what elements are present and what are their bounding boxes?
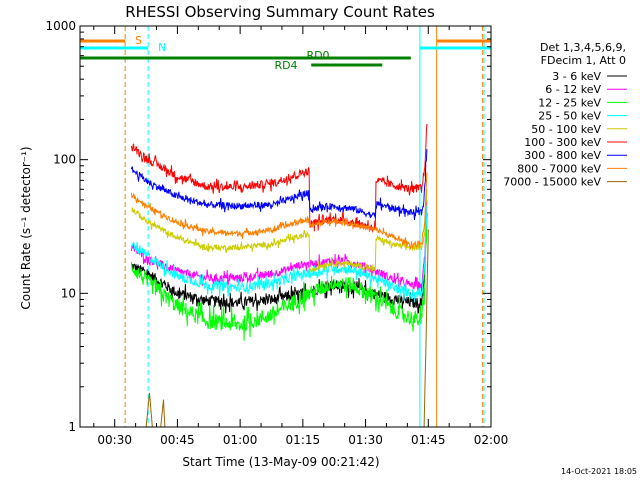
series-line: [131, 212, 428, 315]
flag-label: RD4: [274, 59, 297, 72]
x-tick-label: 01:00: [223, 433, 258, 447]
legend-header-line-2: FDecim 1, Att 0: [541, 54, 626, 67]
y-tick-label: 1000: [45, 19, 76, 33]
y-tick-label: 1: [68, 420, 76, 434]
x-tick-label: 00:30: [97, 433, 132, 447]
y-axis-label: Count Rate (s⁻¹ detector⁻¹): [19, 146, 33, 309]
footer-timestamp: 14-Oct-2021 18:05: [561, 467, 637, 476]
y-tick-label: 100: [53, 153, 76, 167]
plot-frame: [79, 25, 492, 428]
legend: Det 1,3,4,5,6,9, FDecim 1, Att 0 3 - 6 k…: [503, 41, 627, 189]
series-line: [130, 149, 428, 221]
x-axis-label: Start Time (13-May-09 00:21:42): [182, 455, 379, 469]
legend-label: 6 - 12 keV: [545, 83, 601, 96]
x-tick-label: 01:15: [286, 433, 321, 447]
y-tick-label: 10: [61, 286, 76, 300]
series-line: [130, 172, 428, 250]
legend-label: 12 - 25 keV: [538, 96, 601, 109]
series-lines: [130, 123, 429, 428]
series-line: [130, 123, 428, 233]
axes: 1 10 100 1000 00:30 00:45 01:00 01:15 01:30 01:45…: [45, 19, 508, 447]
legend-label: 25 - 50 keV: [538, 110, 601, 123]
vertical-markers: [124, 26, 485, 427]
series-line: [145, 229, 429, 428]
observing-flags: S N RD0 RD4: [80, 34, 491, 72]
legend-label: 7000 - 15000 keV: [503, 176, 601, 189]
series-line: [130, 205, 428, 303]
legend-label: 800 - 7000 keV: [517, 162, 601, 175]
legend-header-line-1: Det 1,3,4,5,6,9,: [540, 41, 626, 54]
legend-label: 50 - 100 keV: [531, 123, 601, 136]
series-line: [130, 220, 428, 341]
legend-label: 3 - 6 keV: [552, 70, 601, 83]
x-tick-label: 01:45: [411, 433, 446, 447]
series-line: [131, 189, 428, 274]
legend-label: 300 - 800 keV: [524, 149, 601, 162]
x-tick-label: 01:30: [348, 433, 383, 447]
flag-label: N: [158, 41, 166, 54]
x-tick-label: 00:45: [160, 433, 195, 447]
flag-label: S: [135, 34, 142, 47]
chart-title: RHESSI Observing Summary Count Rates: [125, 3, 435, 21]
series-line: [130, 199, 428, 293]
x-tick-label: 02:00: [474, 433, 509, 447]
flag-label: RD0: [306, 49, 329, 62]
legend-label: 100 - 300 keV: [524, 136, 601, 149]
